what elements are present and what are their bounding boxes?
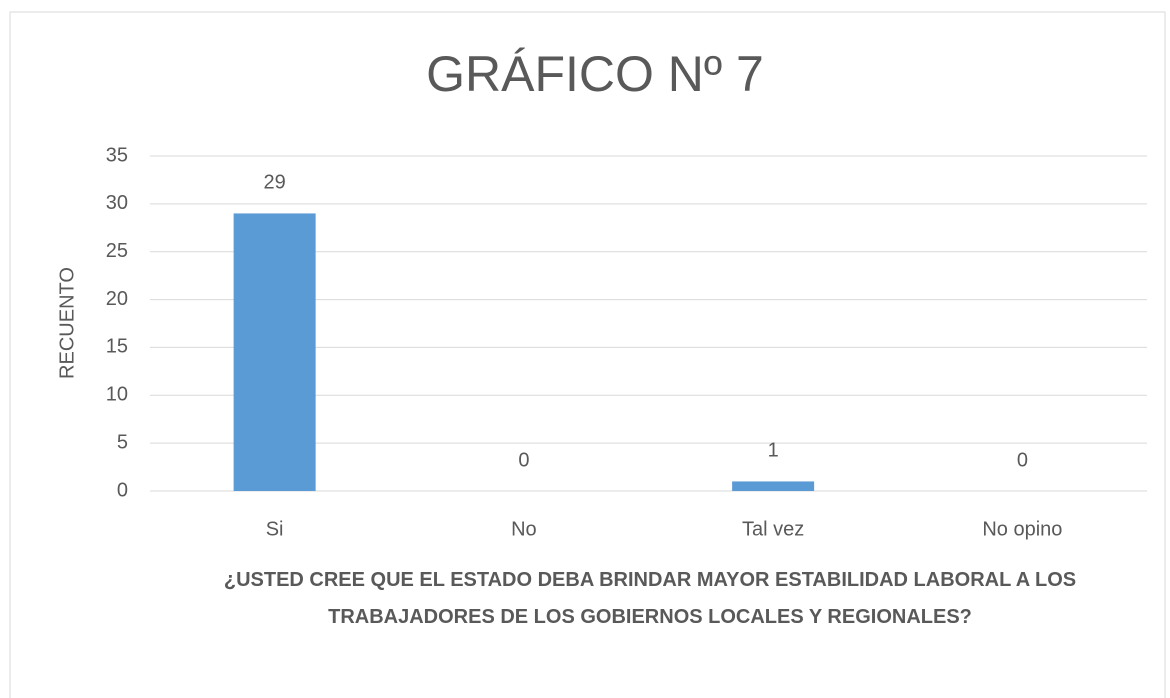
x-tick-label: Tal vez [742,518,804,540]
data-label: 0 [518,449,529,471]
y-tick-label: 5 [117,431,128,453]
x-axis-label: ¿USTED CREE QUE EL ESTADO DEBA BRINDAR M… [223,569,1077,628]
bar [233,213,316,491]
y-tick-label: 35 [106,144,128,166]
y-tick-label: 20 [106,288,128,310]
chart-title: GRÁFICO Nº 7 [426,46,764,102]
data-label: 29 [264,172,286,194]
y-tick-label: 0 [117,479,128,501]
x-tick-label: No [511,518,537,540]
data-label: 1 [768,440,779,462]
chart-border [9,11,1166,698]
data-label: 0 [1017,449,1028,471]
y-axis-label: RECUENTO [56,267,78,379]
y-tick-label: 30 [106,192,128,214]
y-tick-label: 15 [106,336,128,358]
y-tick-label: 25 [106,240,128,262]
y-tick-label: 10 [106,384,128,406]
x-tick-label: Si [266,518,284,540]
bar [732,481,815,491]
x-tick-label: No opino [982,518,1062,540]
